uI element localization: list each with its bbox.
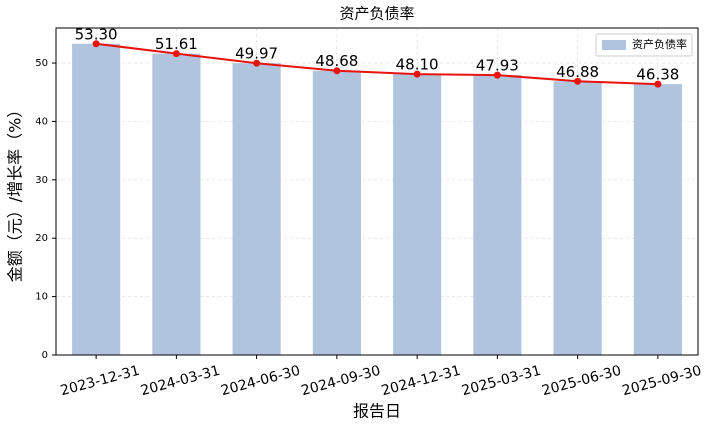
trend-line [96, 42, 658, 86]
trend-point [654, 80, 662, 88]
bar [553, 81, 602, 356]
bar [152, 53, 201, 356]
y-tick-label: 30 [35, 175, 48, 186]
data-label: 49.97 [235, 45, 278, 63]
bar [473, 75, 522, 355]
data-label: 46.38 [636, 66, 679, 84]
x-tick-label: 2025-09-30 [621, 363, 704, 400]
x-axis-label: 报告日 [353, 402, 401, 421]
chart-title: 资产负债率 [339, 5, 414, 23]
y-tick-label: 50 [35, 58, 48, 69]
data-label: 53.30 [75, 25, 118, 43]
x-tick-label: 2024-06-30 [219, 363, 302, 400]
legend: 资产负债率 [595, 33, 693, 57]
data-label: 46.88 [556, 63, 599, 81]
bar [633, 84, 682, 356]
data-label: 48.10 [396, 56, 439, 74]
x-tick-label: 2025-03-31 [460, 363, 543, 400]
bar [72, 43, 121, 355]
trend-point [172, 50, 180, 58]
trend-point [413, 70, 421, 78]
x-tick-label: 2025-06-30 [540, 363, 623, 400]
y-tick-label: 40 [35, 116, 48, 127]
data-label: 48.68 [315, 52, 358, 70]
legend-label: 资产负债率 [632, 37, 687, 51]
y-tick-label: 0 [42, 350, 48, 361]
legend-swatch [602, 40, 626, 50]
x-tick-label: 2024-12-31 [380, 363, 463, 400]
y-tick-label: 20 [35, 233, 48, 244]
bar [232, 63, 281, 356]
trend-point [253, 59, 261, 67]
trend-point [493, 71, 501, 79]
trend-point [92, 40, 100, 48]
legend-box [595, 33, 693, 57]
y-tick-label: 10 [35, 292, 48, 303]
bar [393, 74, 442, 355]
x-tick-label: 2024-03-31 [139, 363, 222, 400]
trend-point [333, 67, 341, 75]
bar [312, 70, 361, 356]
trend-point [574, 77, 582, 85]
x-tick-label: 2024-09-30 [300, 363, 383, 400]
y-axis-label: 金额（元）/增长率（%） [6, 102, 25, 283]
data-label: 51.61 [155, 35, 198, 53]
plot-frame [55, 27, 699, 356]
x-tick-label: 2023-12-31 [59, 363, 142, 400]
data-label: 47.93 [476, 57, 519, 75]
